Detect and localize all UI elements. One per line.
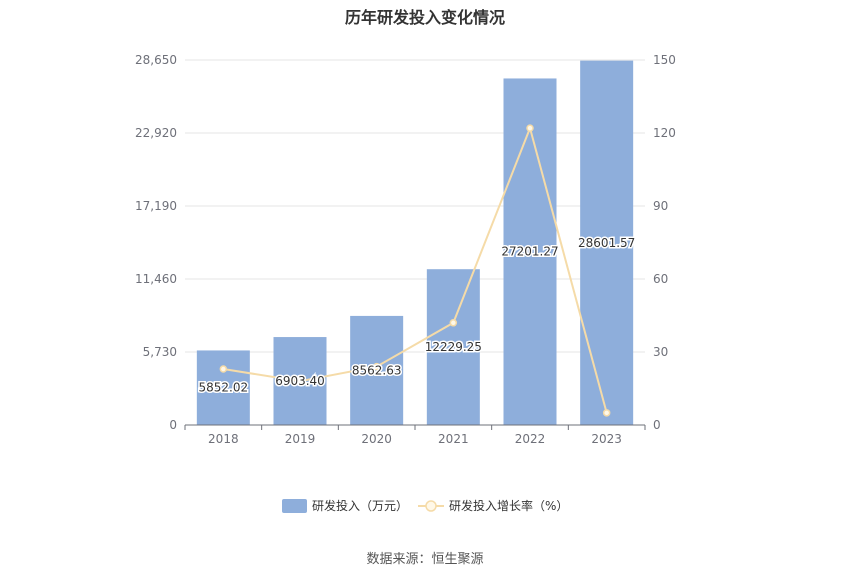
bar-value-label: 27201.27 (501, 245, 558, 259)
y-right-tick-label: 30 (653, 345, 668, 359)
y-right-tick-label: 120 (653, 126, 676, 140)
grid-lines (185, 59, 645, 426)
data-source: 数据来源：恒生聚源 (366, 552, 484, 567)
y-right-tick-label: 60 (653, 272, 668, 286)
line-series (219, 124, 611, 417)
x-tick-label: 2019 (285, 432, 316, 446)
bar (503, 78, 557, 425)
growth-point (372, 362, 381, 371)
legend: 研发投入（万元） 研发投入增长率（%） (282, 498, 568, 513)
x-tick-label: 2018 (208, 432, 239, 446)
x-tick-label: 2020 (361, 432, 392, 446)
growth-line (223, 124, 608, 414)
y-right-tick-label: 0 (653, 418, 661, 432)
chart-title: 历年研发投入变化情况 (344, 8, 505, 27)
y-left-tick-label: 22,920 (135, 126, 177, 140)
y-left-tick-label: 17,190 (135, 199, 177, 213)
legend-bar-swatch (282, 499, 307, 513)
y-right-tick-label: 150 (653, 53, 676, 67)
growth-point (296, 377, 304, 385)
legend-bar-label: 研发投入（万元） (312, 498, 408, 513)
y-left-tick-label: 0 (169, 418, 177, 432)
growth-point (602, 409, 611, 417)
growth-point (219, 365, 228, 373)
legend-line-label: 研发投入增长率（%） (449, 498, 568, 513)
axes: 0 5,730 11,460 17,190 22,920 28,650 0 30 60 90 120… (135, 53, 676, 446)
y-left-tick-label: 11,460 (135, 272, 177, 286)
bar-value-label: 12229.25 (425, 340, 482, 354)
legend-line-marker (425, 500, 437, 512)
bar (196, 350, 250, 425)
x-tick-label: 2021 (438, 432, 469, 446)
y-left-tick-label: 28,650 (135, 53, 177, 67)
bar (426, 269, 480, 425)
bar-series (196, 60, 634, 425)
x-tick-label: 2023 (591, 432, 622, 446)
bar (580, 60, 634, 425)
bar-value-label: 5852.02 (199, 381, 249, 395)
data-labels: 5852.02 6903.40 8562.63 12229.25 27201.27 286… (197, 234, 637, 396)
bar-value-label: 6903.40 (275, 374, 325, 388)
bar-value-label: 8562.63 (352, 363, 402, 377)
growth-point (526, 124, 534, 132)
y-right-tick-label: 90 (653, 199, 668, 213)
x-tick-label: 2022 (515, 432, 546, 446)
y-left-tick-label: 5,730 (143, 345, 177, 359)
growth-point (449, 319, 458, 327)
bar-value-label: 28601.57 (578, 236, 635, 250)
